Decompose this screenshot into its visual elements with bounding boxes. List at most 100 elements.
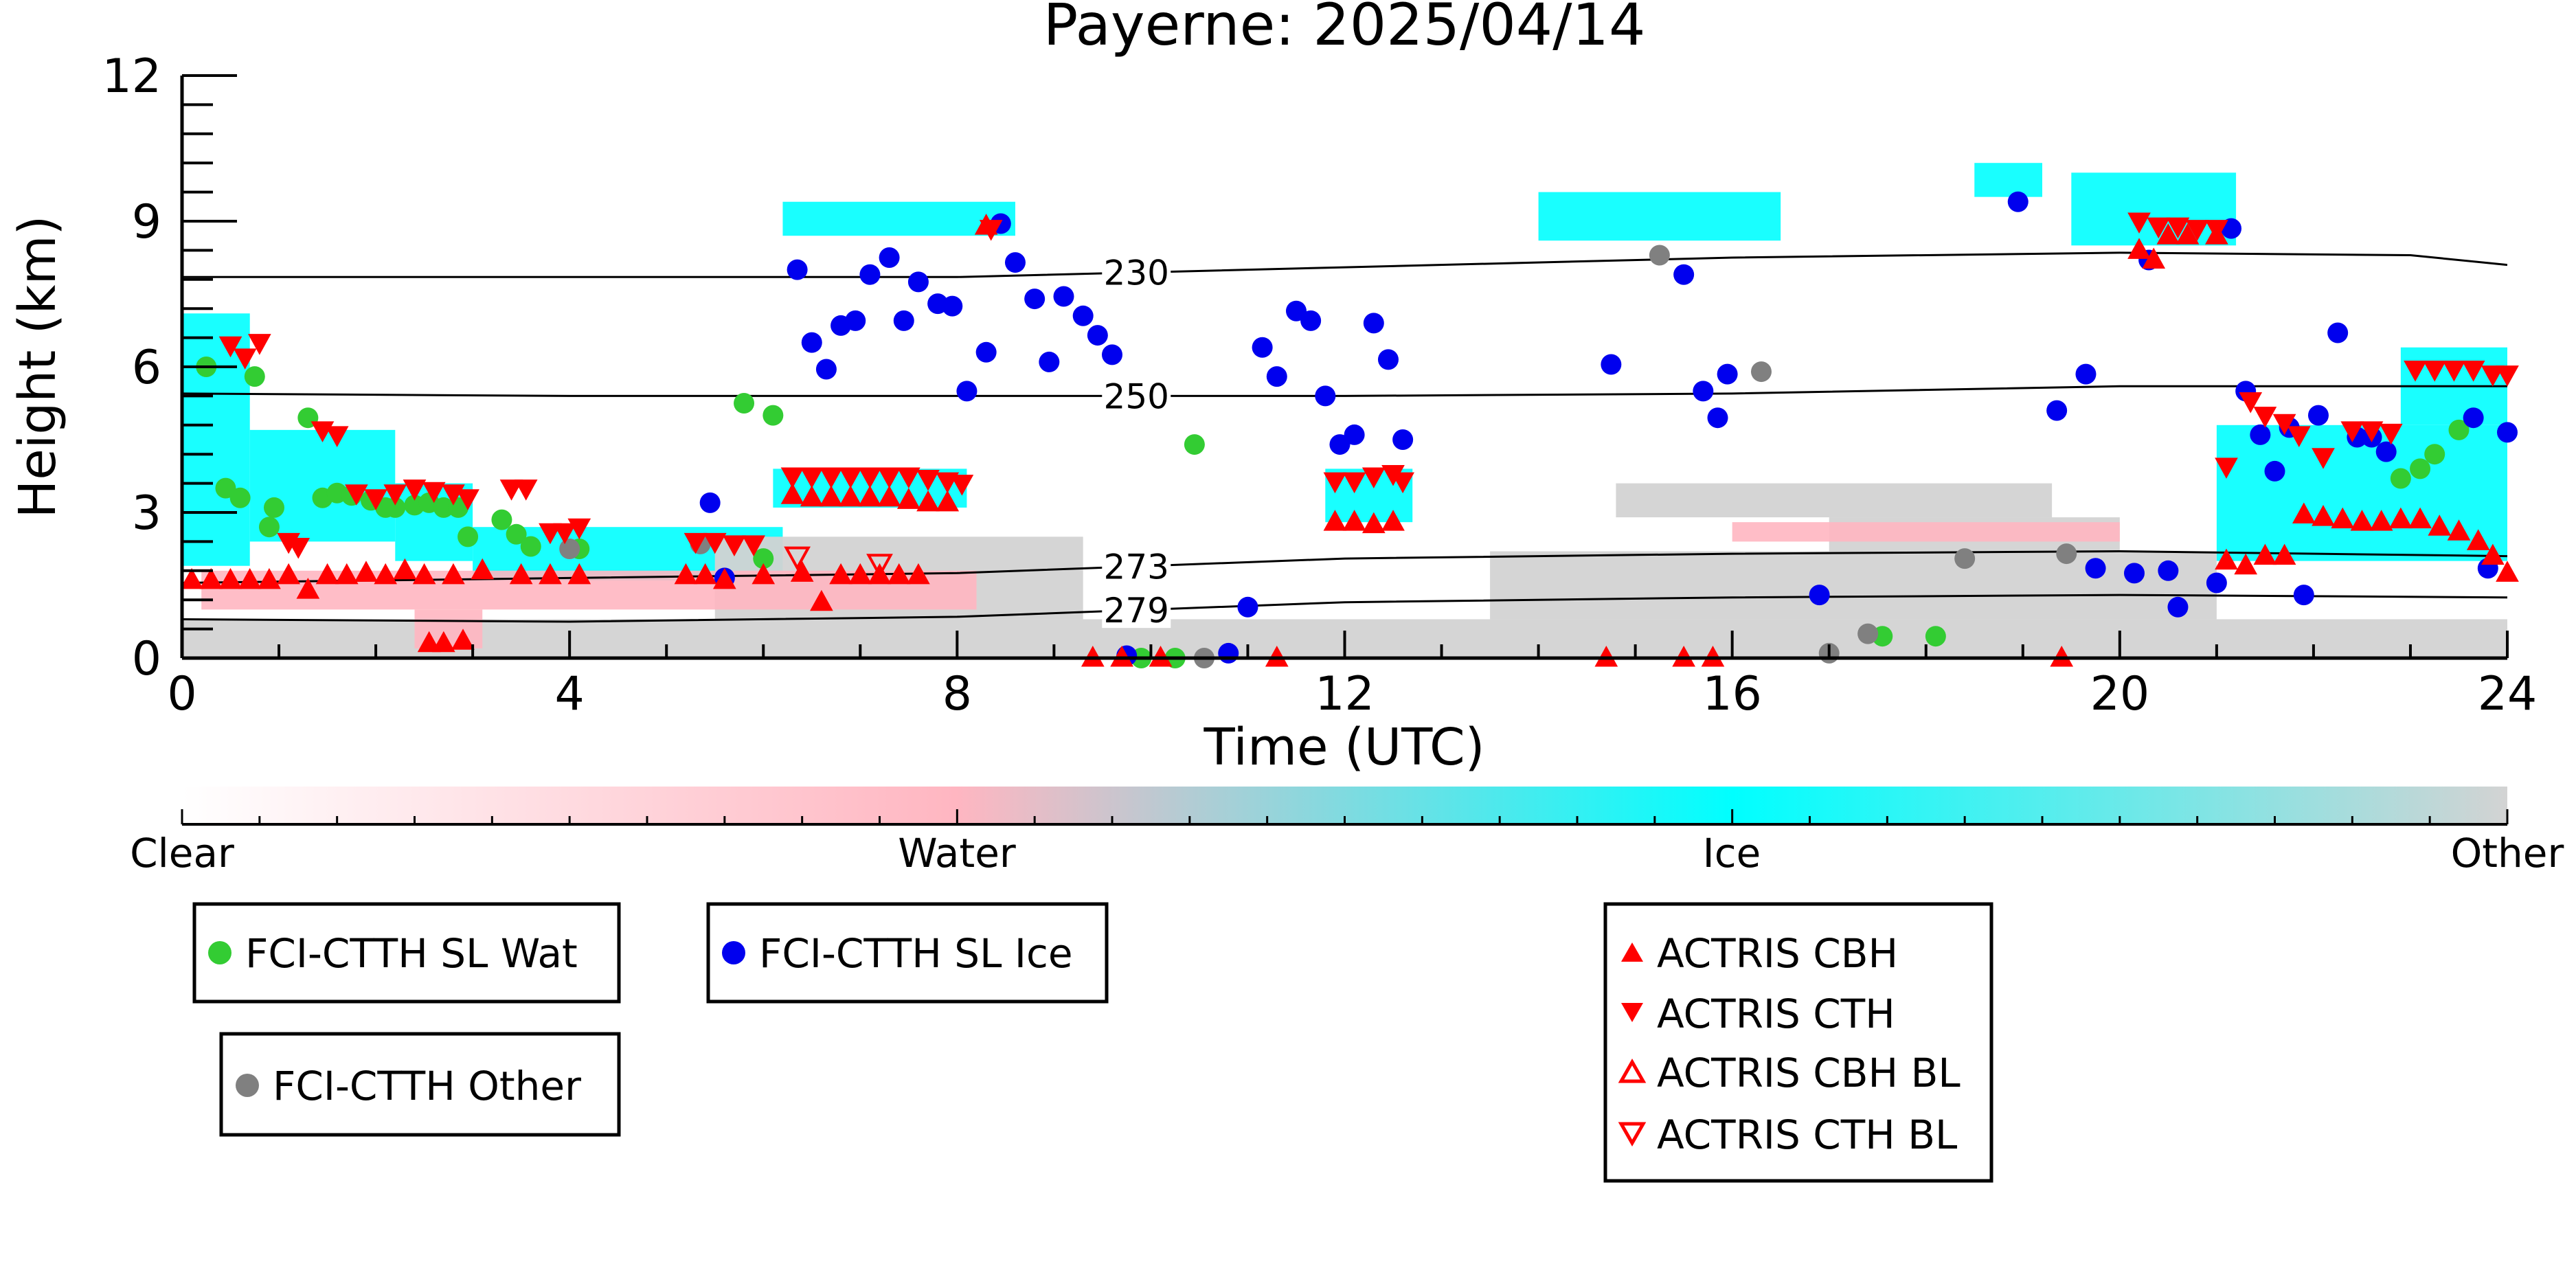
- cloud-region-ice: [1974, 163, 2042, 197]
- point-actris-cbh: [820, 485, 843, 507]
- point-actris-cth: [780, 467, 804, 489]
- point-actris-cbh: [712, 567, 736, 589]
- point-fci-ctth-sl-ice: [956, 381, 978, 402]
- chart-title: Payerne: 2025/04/14: [1043, 0, 1646, 58]
- point-actris-cbh: [180, 567, 203, 589]
- point-actris-cbh: [2350, 510, 2374, 531]
- legend-actris: ACTRIS CBH ACTRIS CTH ACTRIS CBH BL ACTR…: [1603, 902, 1993, 1183]
- point-fci-ctth-sl-ice: [2375, 441, 2397, 462]
- point-actris-cbh: [315, 563, 339, 585]
- point-actris-cbh: [471, 558, 495, 580]
- point-fci-ctth-sl-ice: [1363, 313, 1384, 334]
- point-fci-ctth-sl-wat: [258, 517, 280, 538]
- point-actris-cbh: [567, 563, 591, 585]
- legend-marker-cbh: [1621, 942, 1643, 962]
- contour-label: 230: [1104, 253, 1169, 293]
- point-fci-ctth-sl-wat: [229, 487, 251, 508]
- point-actris-cbh: [417, 631, 441, 653]
- x-tick-label: 24: [2478, 667, 2538, 721]
- legend-label-cbh: ACTRIS CBH: [1657, 930, 1898, 977]
- point-actris-cth: [422, 482, 446, 504]
- x-tick-label: 8: [942, 667, 972, 721]
- legend-marker-ice: [722, 941, 745, 964]
- point-fci-ctth-sl-ice: [2123, 563, 2145, 584]
- point-fci-ctth-sl-wat: [2390, 468, 2411, 489]
- point-actris-cth: [916, 470, 940, 491]
- point-actris-cbh: [858, 485, 882, 507]
- point-actris-cbh: [2272, 543, 2296, 565]
- point-fci-ctth-sl-ice: [1039, 351, 1060, 372]
- point-fci-ctth-sl-ice: [787, 259, 808, 280]
- legend-label-cth-bl: ACTRIS CTH BL: [1657, 1111, 1957, 1158]
- point-actris-cth: [979, 220, 1003, 241]
- point-actris-cth: [2379, 423, 2403, 445]
- colorbar-label-other: Other: [2451, 830, 2564, 877]
- y-tick-label: 12: [102, 49, 161, 104]
- point-fci-ctth-sl-wat: [491, 509, 512, 530]
- point-actris-cbh: [431, 631, 455, 653]
- point-actris-cth-bl: [866, 554, 893, 578]
- point-fci-ctth-sl-ice: [1601, 354, 1622, 375]
- point-fci-ctth-sl-ice: [1300, 310, 1322, 331]
- point-actris-cth: [456, 489, 479, 510]
- point-actris-cth: [2205, 220, 2228, 241]
- point-actris-cth: [2147, 217, 2171, 239]
- point-fci-ctth-sl-ice: [2075, 363, 2097, 385]
- point-fci-ctth-sl-ice: [1673, 264, 1695, 285]
- point-actris-cbh: [2234, 553, 2258, 575]
- x-tick-label: 12: [1315, 667, 1375, 721]
- contour-label-bg: [1102, 378, 1171, 414]
- point-actris-cth: [553, 523, 576, 545]
- point-actris-cth: [2312, 448, 2335, 469]
- point-actris-cth: [2481, 365, 2505, 387]
- point-actris-cth: [2461, 361, 2485, 382]
- point-actris-cth: [800, 467, 824, 489]
- point-actris-cbh: [896, 488, 920, 509]
- point-fci-ctth-sl-ice: [1053, 286, 1074, 307]
- point-actris-cth: [567, 518, 591, 540]
- point-actris-cbh: [936, 490, 960, 512]
- point-actris-cbh: [218, 567, 242, 589]
- point-actris-cbh: [916, 490, 940, 512]
- point-fci-ctth-sl-wat: [385, 497, 406, 518]
- x-tick-label: 4: [555, 667, 585, 721]
- point-fci-ctth-sl-ice: [975, 341, 997, 363]
- legend-marker-cth: [1621, 1003, 1643, 1022]
- point-fci-ctth-other: [559, 539, 580, 559]
- point-actris-cbh: [442, 563, 465, 585]
- point-actris-cth-bl: [784, 546, 811, 571]
- contour-label-bg: [1102, 254, 1171, 291]
- point-actris-cbh: [2481, 543, 2505, 565]
- point-actris-cbh: [2428, 515, 2452, 536]
- cloud-region-ice: [1538, 192, 1781, 241]
- data-points: [180, 191, 2519, 668]
- cloud-region-ice: [2071, 172, 2237, 246]
- legend-label-ice: FCI-CTTH SL Ice: [759, 930, 1073, 977]
- point-actris-cth: [2340, 421, 2364, 442]
- point-actris-cth: [1391, 472, 1414, 494]
- contour-label: 250: [1104, 376, 1169, 416]
- legend-wat: FCI-CTTH SL Wat: [192, 902, 621, 1004]
- point-actris-cth: [233, 348, 257, 370]
- cloud-region-other: [1490, 551, 2217, 620]
- point-actris-cbh: [2253, 543, 2277, 565]
- y-tick-label: 3: [132, 486, 161, 541]
- point-actris-cbh: [2292, 502, 2316, 524]
- point-actris-cth: [345, 484, 368, 506]
- contour-label-bg: [1102, 592, 1171, 629]
- point-actris-cth: [683, 532, 708, 554]
- point-actris-cth: [950, 475, 974, 496]
- point-actris-cth: [2239, 392, 2263, 414]
- point-actris-cbh: [810, 589, 833, 611]
- point-fci-ctth-other: [2056, 543, 2077, 565]
- point-actris-cth: [247, 334, 271, 355]
- point-fci-ctth-sl-ice: [1707, 407, 1728, 429]
- legend-box: [706, 902, 1109, 1004]
- point-actris-cbh: [2312, 505, 2335, 526]
- point-actris-cbh: [2156, 223, 2180, 245]
- point-actris-cth: [499, 479, 523, 501]
- point-actris-cth: [383, 484, 407, 506]
- point-fci-ctth-sl-ice: [2085, 558, 2106, 579]
- point-fci-ctth-sl-ice: [1392, 429, 1414, 450]
